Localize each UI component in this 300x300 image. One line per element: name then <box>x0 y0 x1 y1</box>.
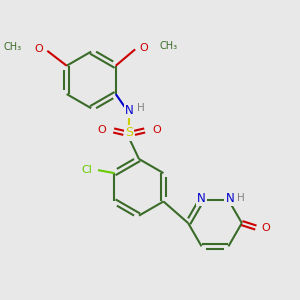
Text: O: O <box>139 43 148 53</box>
Text: O: O <box>34 44 43 54</box>
Text: N: N <box>125 104 134 117</box>
Text: H: H <box>137 103 145 113</box>
Text: CH₃: CH₃ <box>160 41 178 51</box>
Text: H: H <box>237 193 245 203</box>
Text: S: S <box>125 126 133 139</box>
Text: N: N <box>197 192 206 205</box>
Text: N: N <box>226 192 234 205</box>
Text: O: O <box>98 125 106 136</box>
Text: Cl: Cl <box>82 165 92 175</box>
Text: O: O <box>261 223 270 232</box>
Text: CH₃: CH₃ <box>4 42 22 52</box>
Text: O: O <box>152 125 161 136</box>
